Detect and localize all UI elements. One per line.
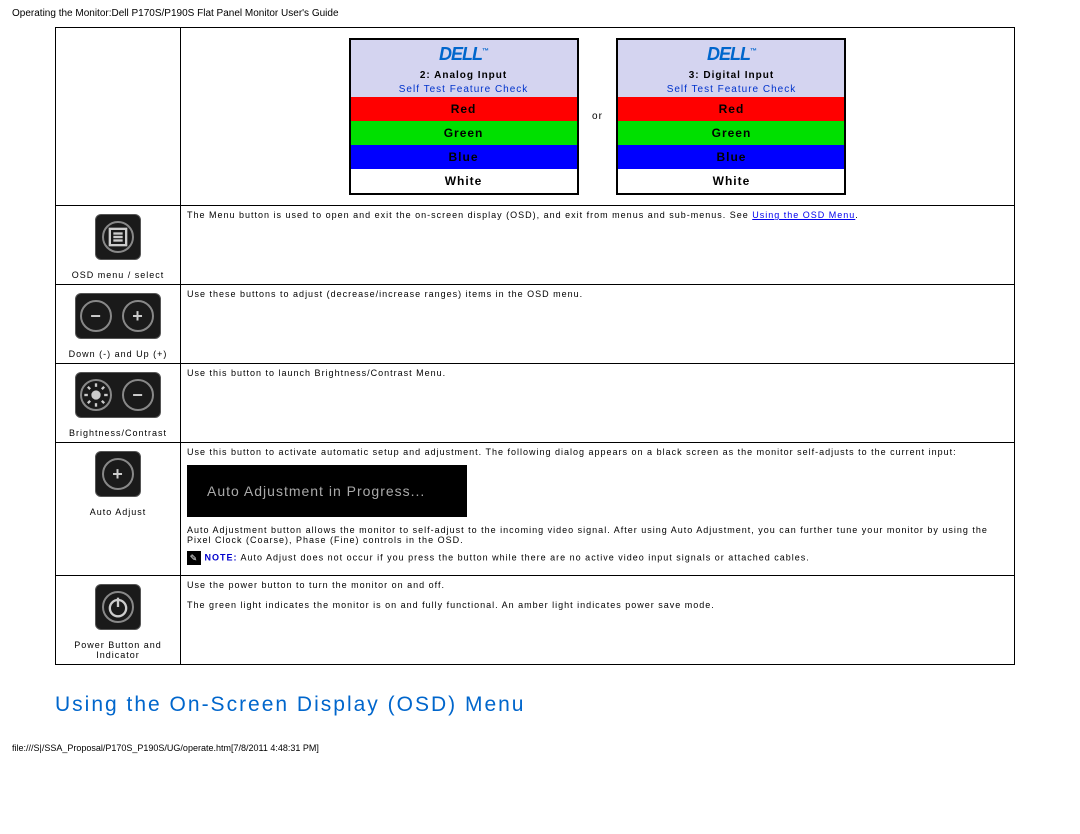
power-desc: Use the power button to turn the monitor… <box>181 576 1015 665</box>
footer-path: file:///S|/SSA_Proposal/P170S_P190S/UG/o… <box>0 717 1080 761</box>
red-bar: Red <box>618 97 844 121</box>
power-row: Power Button and Indicator Use the power… <box>56 576 1015 665</box>
analog-input-label: 2: Analog Input <box>351 69 577 82</box>
power-label: Power Button and Indicator <box>62 640 174 660</box>
down-up-desc: Use these buttons to adjust (decrease/in… <box>181 285 1015 364</box>
dell-logo: DELL™ <box>439 44 488 64</box>
auto-adjust-label: Auto Adjust <box>62 507 174 517</box>
down-up-label: Down (-) and Up (+) <box>62 349 174 359</box>
green-bar: Green <box>618 121 844 145</box>
menu-button-icon <box>95 214 141 260</box>
self-test-left <box>56 28 181 206</box>
power-button-icon <box>95 584 141 630</box>
white-bar: White <box>351 169 577 193</box>
minus-icon: − <box>80 300 112 332</box>
auto-adjust-button-icon: + <box>95 451 141 497</box>
minus-icon: − <box>122 379 154 411</box>
auto-adjust-progress-box: Auto Adjustment in Progress... <box>187 465 467 517</box>
selftest-text: Self Test Feature Check <box>618 82 844 97</box>
osd-menu-link[interactable]: Using the OSD Menu <box>752 210 855 220</box>
brightness-icon <box>80 379 112 411</box>
brightness-desc: Use this button to launch Brightness/Con… <box>181 364 1015 443</box>
red-bar: Red <box>351 97 577 121</box>
auto-adjust-row: + Auto Adjust Use this button to activat… <box>56 443 1015 576</box>
plus-icon: + <box>122 300 154 332</box>
white-bar: White <box>618 169 844 193</box>
plus-icon: + <box>102 458 134 490</box>
auto-adjust-desc: Use this button to activate automatic se… <box>181 443 1015 576</box>
selftest-text: Self Test Feature Check <box>351 82 577 97</box>
note-icon: ✎ <box>187 551 201 565</box>
note-label: NOTE: <box>205 552 238 562</box>
osd-menu-label: OSD menu / select <box>62 270 174 280</box>
page-header: Operating the Monitor:Dell P170S/P190S F… <box>0 0 1080 27</box>
analog-test-box: DELL™ 2: Analog Input Self Test Feature … <box>349 38 579 195</box>
power-icon <box>102 591 134 623</box>
down-up-button-icon: − + <box>75 293 161 339</box>
digital-input-label: 3: Digital Input <box>618 69 844 82</box>
blue-bar: Blue <box>351 145 577 169</box>
brightness-row: − Brightness/Contrast Use this button to… <box>56 364 1015 443</box>
osd-section-heading: Using the On-Screen Display (OSD) Menu <box>55 693 1025 717</box>
controls-table: DELL™ 2: Analog Input Self Test Feature … <box>55 27 1015 665</box>
note-row: ✎ NOTE: Auto Adjust does not occur if yo… <box>187 551 1008 565</box>
dell-logo: DELL™ <box>707 44 756 64</box>
down-up-row: − + Down (-) and Up (+) Use these button… <box>56 285 1015 364</box>
green-bar: Green <box>351 121 577 145</box>
digital-test-box: DELL™ 3: Digital Input Self Test Feature… <box>616 38 846 195</box>
brightness-label: Brightness/Contrast <box>62 428 174 438</box>
or-separator: or <box>592 111 603 122</box>
osd-menu-desc: The Menu button is used to open and exit… <box>181 206 1015 285</box>
brightness-button-icon: − <box>75 372 161 418</box>
blue-bar: Blue <box>618 145 844 169</box>
self-test-row: DELL™ 2: Analog Input Self Test Feature … <box>56 28 1015 206</box>
osd-menu-row: OSD menu / select The Menu button is use… <box>56 206 1015 285</box>
self-test-cell: DELL™ 2: Analog Input Self Test Feature … <box>181 28 1015 206</box>
